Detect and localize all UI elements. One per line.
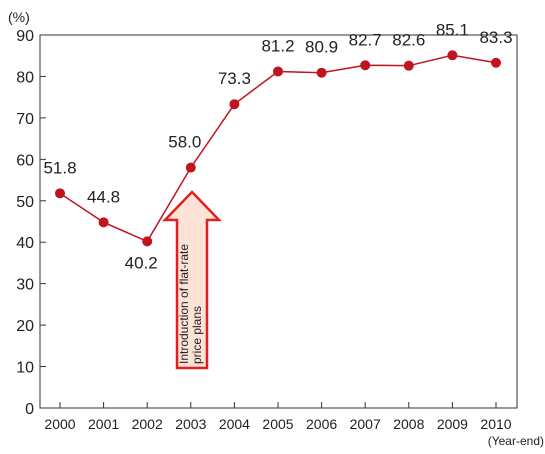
y-tick-label: 70 (16, 111, 34, 128)
y-axis-unit-label: (%) (8, 9, 30, 25)
x-tick-label: 2008 (393, 416, 424, 432)
data-label: 51.8 (43, 158, 76, 177)
data-point (185, 162, 196, 173)
data-point (447, 50, 458, 61)
x-tick-label: 2009 (437, 416, 468, 432)
data-point (403, 60, 414, 71)
data-label: 80.9 (305, 38, 338, 57)
data-label: 82.6 (392, 31, 425, 50)
data-point (360, 60, 371, 71)
y-tick-label: 90 (16, 28, 34, 45)
x-tick-label: 2004 (219, 416, 250, 432)
data-label: 44.8 (87, 187, 120, 206)
x-tick-label: 2006 (306, 416, 337, 432)
data-labels: 51.8 44.8 40.2 58.0 73.3 81.2 80.9 82.7 82.6 85.1… (43, 20, 512, 272)
data-label: 40.2 (125, 253, 158, 272)
annotation-text-line2: price plans (190, 306, 204, 364)
x-tick-label: 2002 (132, 416, 163, 432)
y-tick-label: 30 (16, 277, 34, 294)
x-axis: 2000 2001 2002 2003 2004 2005 2006 2007 2008 2009… (44, 402, 512, 432)
x-tick-label: 2005 (262, 416, 293, 432)
data-label: 83.3 (479, 28, 512, 47)
y-tick-label: 0 (25, 401, 34, 418)
data-point (98, 217, 109, 228)
annotation-arrow-shape (162, 190, 222, 370)
data-point (229, 99, 240, 110)
x-tick-label: 2010 (480, 416, 511, 432)
series-line (59, 54, 497, 243)
data-label: 58.0 (168, 133, 201, 152)
x-axis-unit-label: (Year-end) (488, 434, 544, 448)
x-tick-label: 2000 (44, 416, 75, 432)
plot-frame (39, 34, 518, 409)
x-tick-label: 2001 (88, 416, 119, 432)
y-tick-label: 60 (16, 152, 34, 169)
y-tick-label: 10 (16, 360, 34, 377)
annotation-arrow: Introduction of flat-rate price plans (162, 190, 222, 370)
data-points (55, 50, 501, 247)
annotation-text-line1: Introduction of flat-rate (177, 244, 191, 364)
y-axis: 0 10 20 30 40 50 60 70 80 90 (16, 28, 46, 418)
data-point (316, 67, 327, 78)
y-tick-label: 20 (16, 318, 34, 335)
data-point (491, 57, 501, 68)
data-point (273, 66, 283, 77)
y-tick-label: 50 (16, 194, 34, 211)
data-label: 82.7 (349, 30, 382, 49)
x-tick-label: 2003 (175, 416, 206, 432)
data-point (55, 188, 65, 199)
data-label: 85.1 (436, 20, 469, 39)
y-tick-label: 80 (16, 69, 34, 86)
x-tick-label: 2007 (350, 416, 381, 432)
data-label: 73.3 (218, 69, 251, 88)
data-point (142, 236, 153, 247)
y-tick-label: 40 (16, 235, 34, 252)
data-label: 81.2 (261, 36, 294, 55)
